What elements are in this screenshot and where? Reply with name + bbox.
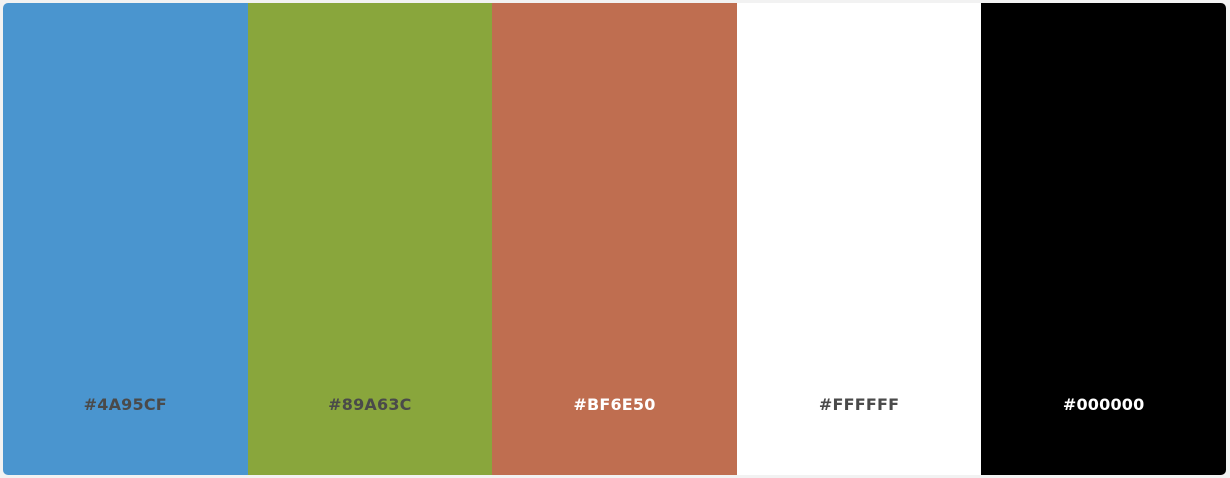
color-swatch-1[interactable]: #4A95CF: [3, 3, 248, 475]
color-swatch-5[interactable]: #000000: [981, 3, 1226, 475]
swatch-hex-label: #89A63C: [328, 395, 412, 414]
swatch-hex-label: #4A95CF: [83, 395, 167, 414]
swatch-hex-label: #000000: [1062, 395, 1145, 414]
color-palette: #4A95CF #89A63C #BF6E50 #FFFFFF #000000: [3, 3, 1226, 475]
color-swatch-4[interactable]: #FFFFFF: [736, 3, 982, 475]
color-swatch-2[interactable]: #89A63C: [247, 3, 493, 475]
swatch-hex-label: #BF6E50: [573, 395, 656, 414]
swatch-hex-label: #FFFFFF: [818, 395, 900, 414]
color-swatch-3[interactable]: #BF6E50: [492, 3, 737, 475]
